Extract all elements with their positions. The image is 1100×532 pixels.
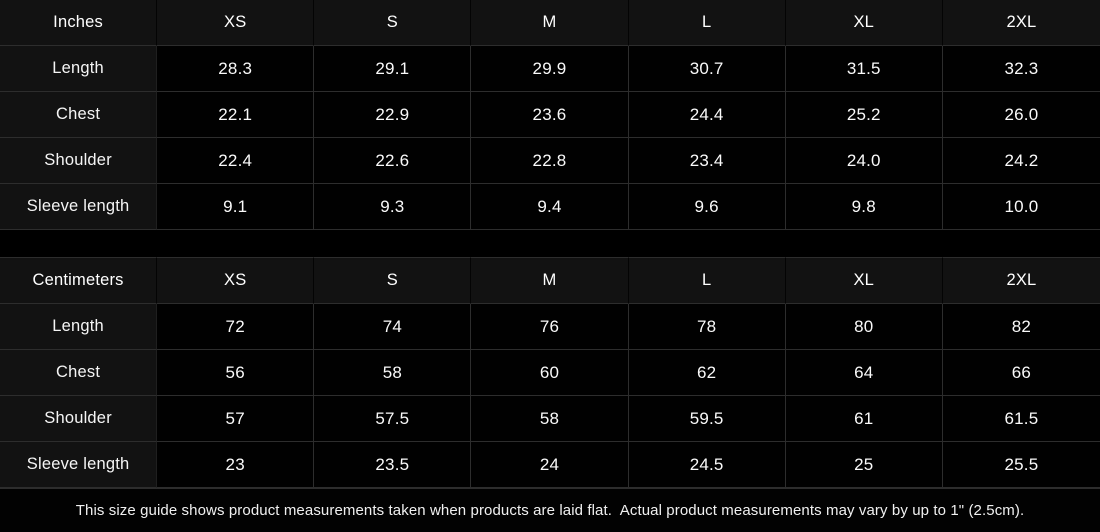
size-header-cell: M: [471, 0, 629, 46]
size-value-cell: 25.2: [785, 92, 943, 138]
size-value-cell: 24: [471, 442, 629, 488]
size-value-cell: 10.0: [942, 184, 1100, 230]
measure-label-cell: Shoulder: [0, 138, 158, 184]
size-header-cell: S: [314, 0, 472, 46]
size-value-cell: 61: [785, 396, 943, 442]
size-value-cell: 23: [157, 442, 315, 488]
size-value-cell: 23.4: [628, 138, 786, 184]
size-value-cell: 25.5: [942, 442, 1100, 488]
measure-label-cell: Chest: [0, 92, 158, 138]
size-value-cell: 23.6: [471, 92, 629, 138]
table-row: Shoulder 57 57.5 58 59.5 61 61.5: [0, 396, 1100, 442]
table-row: Length 72 74 76 78 80 82: [0, 304, 1100, 350]
size-value-cell: 80: [785, 304, 943, 350]
size-header-cell: XS: [157, 0, 315, 46]
size-header-cell: L: [628, 0, 786, 46]
size-value-cell: 25: [785, 442, 943, 488]
unit-header-cell: Inches: [0, 0, 158, 46]
size-value-cell: 9.4: [471, 184, 629, 230]
size-header-cell: 2XL: [942, 257, 1100, 304]
size-value-cell: 31.5: [785, 46, 943, 92]
size-value-cell: 24.5: [628, 442, 786, 488]
size-header-cell: 2XL: [942, 0, 1100, 46]
measure-label-cell: Shoulder: [0, 396, 158, 442]
inches-table-body: Length 28.3 29.1 29.9 30.7 31.5 32.3 Chest 22.1 2…: [0, 46, 1100, 230]
section-divider: [0, 230, 1100, 257]
size-value-cell: 62: [628, 350, 786, 396]
size-value-cell: 22.9: [314, 92, 472, 138]
measure-label-cell: Sleeve length: [0, 442, 158, 488]
size-value-cell: 28.3: [157, 46, 315, 92]
size-value-cell: 66: [942, 350, 1100, 396]
size-value-cell: 58: [314, 350, 472, 396]
size-value-cell: 64: [785, 350, 943, 396]
size-header-cell: S: [314, 257, 472, 304]
size-value-cell: 22.4: [157, 138, 315, 184]
table-row: Chest 56 58 60 62 64 66: [0, 350, 1100, 396]
size-value-cell: 72: [157, 304, 315, 350]
table-row: Sleeve length 9.1 9.3 9.4 9.6 9.8 10.0: [0, 184, 1100, 230]
size-header-cell: XL: [785, 0, 943, 46]
size-header-cell: L: [628, 257, 786, 304]
header-row: Inches XS S M L XL 2XL: [0, 0, 1100, 46]
measure-label-cell: Sleeve length: [0, 184, 158, 230]
table-row: Length 28.3 29.1 29.9 30.7 31.5 32.3: [0, 46, 1100, 92]
header-row: Centimeters XS S M L XL 2XL: [0, 257, 1100, 304]
table-row: Chest 22.1 22.9 23.6 24.4 25.2 26.0: [0, 92, 1100, 138]
size-value-cell: 9.8: [785, 184, 943, 230]
size-header-cell: M: [471, 257, 629, 304]
size-value-cell: 74: [314, 304, 472, 350]
size-value-cell: 9.1: [157, 184, 315, 230]
inches-size-table: Inches XS S M L XL 2XL Length 28.3 29.1 29.9 30.7 3…: [0, 0, 1100, 230]
size-value-cell: 58: [471, 396, 629, 442]
size-value-cell: 23.5: [314, 442, 472, 488]
size-value-cell: 22.6: [314, 138, 472, 184]
size-value-cell: 22.8: [471, 138, 629, 184]
centimeters-table-header: Centimeters XS S M L XL 2XL: [0, 257, 1100, 304]
size-value-cell: 26.0: [942, 92, 1100, 138]
size-value-cell: 57: [157, 396, 315, 442]
size-value-cell: 9.6: [628, 184, 786, 230]
table-row: Shoulder 22.4 22.6 22.8 23.4 24.0 24.2: [0, 138, 1100, 184]
measure-label-cell: Chest: [0, 350, 158, 396]
size-value-cell: 82: [942, 304, 1100, 350]
size-value-cell: 24.4: [628, 92, 786, 138]
unit-header-cell: Centimeters: [0, 257, 158, 304]
size-value-cell: 22.1: [157, 92, 315, 138]
size-value-cell: 59.5: [628, 396, 786, 442]
size-value-cell: 76: [471, 304, 629, 350]
size-header-cell: XL: [785, 257, 943, 304]
size-value-cell: 24.2: [942, 138, 1100, 184]
centimeters-size-table: Centimeters XS S M L XL 2XL Length 72 74 76 78 80 82…: [0, 257, 1100, 488]
size-value-cell: 61.5: [942, 396, 1100, 442]
size-value-cell: 60: [471, 350, 629, 396]
measure-label-cell: Length: [0, 46, 158, 92]
size-value-cell: 9.3: [314, 184, 472, 230]
centimeters-table-body: Length 72 74 76 78 80 82 Chest 56 58 60 62 64 66 Shoul…: [0, 304, 1100, 488]
size-value-cell: 32.3: [942, 46, 1100, 92]
size-guide-note: This size guide shows product measuremen…: [0, 488, 1100, 532]
size-value-cell: 30.7: [628, 46, 786, 92]
size-value-cell: 78: [628, 304, 786, 350]
size-value-cell: 24.0: [785, 138, 943, 184]
measure-label-cell: Length: [0, 304, 158, 350]
size-value-cell: 29.9: [471, 46, 629, 92]
inches-table-header: Inches XS S M L XL 2XL: [0, 0, 1100, 46]
size-value-cell: 56: [157, 350, 315, 396]
size-header-cell: XS: [157, 257, 315, 304]
size-value-cell: 57.5: [314, 396, 472, 442]
size-value-cell: 29.1: [314, 46, 472, 92]
table-row: Sleeve length 23 23.5 24 24.5 25 25.5: [0, 442, 1100, 488]
